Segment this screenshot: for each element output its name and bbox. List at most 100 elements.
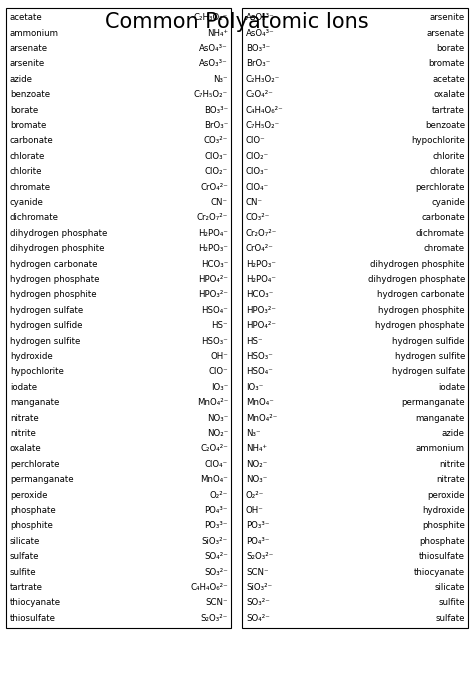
Text: oxalate: oxalate (433, 90, 465, 99)
Text: C₂O₄²⁻: C₂O₄²⁻ (200, 445, 228, 453)
Text: azide: azide (442, 429, 465, 438)
Text: hydrogen sulfate: hydrogen sulfate (392, 367, 465, 376)
Text: MnO₄⁻: MnO₄⁻ (246, 398, 274, 407)
Text: N₃⁻: N₃⁻ (246, 429, 261, 438)
Text: C₄H₄O₆²⁻: C₄H₄O₆²⁻ (246, 105, 283, 115)
Text: peroxide: peroxide (10, 490, 47, 499)
Text: thiosulfate: thiosulfate (419, 552, 465, 561)
Text: ClO₂⁻: ClO₂⁻ (246, 152, 269, 161)
Text: ClO⁻: ClO⁻ (246, 136, 265, 146)
Text: carbonate: carbonate (421, 213, 465, 222)
Text: BrO₃⁻: BrO₃⁻ (204, 121, 228, 130)
Text: C₇H₅O₂⁻: C₇H₅O₂⁻ (194, 90, 228, 99)
Text: hypochlorite: hypochlorite (411, 136, 465, 146)
Text: acetate: acetate (432, 75, 465, 84)
Text: perchlorate: perchlorate (416, 183, 465, 192)
Text: CrO₄²⁻: CrO₄²⁻ (246, 244, 274, 253)
Text: dihydrogen phosphate: dihydrogen phosphate (368, 275, 465, 284)
Text: benzoate: benzoate (10, 90, 50, 99)
Text: dihydrogen phosphate: dihydrogen phosphate (10, 229, 108, 238)
Text: chromate: chromate (10, 183, 51, 192)
Text: phosphite: phosphite (10, 521, 53, 530)
Text: O₂²⁻: O₂²⁻ (210, 490, 228, 499)
Text: nitrite: nitrite (439, 460, 465, 469)
Text: NH₄⁺: NH₄⁺ (246, 445, 267, 453)
Text: C₇H₅O₂⁻: C₇H₅O₂⁻ (246, 121, 280, 130)
Text: silicate: silicate (10, 537, 40, 546)
Text: PO₄³⁻: PO₄³⁻ (205, 506, 228, 515)
Text: Cr₂O₇²⁻: Cr₂O₇²⁻ (197, 213, 228, 222)
Bar (6, 8, 231, 628)
Text: BrO₃⁻: BrO₃⁻ (246, 60, 270, 68)
Text: HPO₃²⁻: HPO₃²⁻ (198, 291, 228, 300)
Text: permanganate: permanganate (401, 398, 465, 407)
Text: permanganate: permanganate (10, 475, 73, 484)
Text: hydrogen carbonate: hydrogen carbonate (10, 260, 98, 269)
Text: OH⁻: OH⁻ (246, 506, 264, 515)
Text: hydrogen phosphite: hydrogen phosphite (10, 291, 97, 300)
Text: C₄H₄O₆²⁻: C₄H₄O₆²⁻ (191, 583, 228, 592)
Text: nitrate: nitrate (10, 414, 39, 423)
Text: C₂H₃O₂⁻: C₂H₃O₂⁻ (194, 13, 228, 22)
Text: phosphate: phosphate (419, 537, 465, 546)
Text: NO₃⁻: NO₃⁻ (246, 475, 267, 484)
Text: AsO₄³⁻: AsO₄³⁻ (200, 44, 228, 53)
Text: carbonate: carbonate (10, 136, 54, 146)
Text: HS⁻: HS⁻ (246, 337, 263, 345)
Text: iodate: iodate (10, 383, 37, 392)
Text: HSO₄⁻: HSO₄⁻ (246, 367, 273, 376)
Text: hydrogen phosphate: hydrogen phosphate (375, 321, 465, 330)
Text: arsenite: arsenite (430, 13, 465, 22)
Bar (242, 8, 468, 628)
Text: sulfite: sulfite (10, 568, 36, 577)
Text: ClO₃⁻: ClO₃⁻ (205, 152, 228, 161)
Text: H₂PO₃⁻: H₂PO₃⁻ (198, 244, 228, 253)
Text: manganate: manganate (416, 414, 465, 423)
Text: dihydrogen phosphite: dihydrogen phosphite (371, 260, 465, 269)
Text: SO₄²⁻: SO₄²⁻ (204, 552, 228, 561)
Text: bromate: bromate (428, 60, 465, 68)
Text: hydrogen phosphite: hydrogen phosphite (378, 306, 465, 315)
Text: HPO₄²⁻: HPO₄²⁻ (198, 275, 228, 284)
Text: ClO₃⁻: ClO₃⁻ (246, 167, 269, 176)
Text: IO₃⁻: IO₃⁻ (246, 383, 263, 392)
Text: manganate: manganate (10, 398, 59, 407)
Text: chlorite: chlorite (10, 167, 43, 176)
Text: Common Polyatomic Ions: Common Polyatomic Ions (105, 12, 369, 32)
Text: borate: borate (10, 105, 38, 115)
Text: CO₃²⁻: CO₃²⁻ (204, 136, 228, 146)
Text: PO₃³⁻: PO₃³⁻ (246, 521, 269, 530)
Text: silicate: silicate (435, 583, 465, 592)
Text: arsenite: arsenite (10, 60, 45, 68)
Text: OH⁻: OH⁻ (210, 352, 228, 361)
Text: HCO₃⁻: HCO₃⁻ (201, 260, 228, 269)
Text: acetate: acetate (10, 13, 43, 22)
Text: H₂PO₄⁻: H₂PO₄⁻ (246, 275, 276, 284)
Text: nitrate: nitrate (436, 475, 465, 484)
Text: NH₄⁺: NH₄⁺ (207, 29, 228, 38)
Text: ClO⁻: ClO⁻ (209, 367, 228, 376)
Text: AsO₄³⁻: AsO₄³⁻ (246, 29, 274, 38)
Text: SCN⁻: SCN⁻ (206, 598, 228, 607)
Text: HCO₃⁻: HCO₃⁻ (246, 291, 273, 300)
Text: hydrogen carbonate: hydrogen carbonate (377, 291, 465, 300)
Text: SO₃²⁻: SO₃²⁻ (204, 568, 228, 577)
Text: CN⁻: CN⁻ (246, 198, 263, 207)
Text: thiocyanate: thiocyanate (10, 598, 61, 607)
Text: hydroxide: hydroxide (422, 506, 465, 515)
Text: phosphate: phosphate (10, 506, 56, 515)
Text: chlorate: chlorate (10, 152, 46, 161)
Text: bromate: bromate (10, 121, 46, 130)
Text: thiocyanate: thiocyanate (414, 568, 465, 577)
Text: SiO₃²⁻: SiO₃²⁻ (202, 537, 228, 546)
Text: PO₄³⁻: PO₄³⁻ (246, 537, 269, 546)
Text: hydroxide: hydroxide (10, 352, 53, 361)
Text: hydrogen sulfate: hydrogen sulfate (10, 306, 83, 315)
Text: dichromate: dichromate (416, 229, 465, 238)
Text: MnO₄²⁻: MnO₄²⁻ (197, 398, 228, 407)
Text: dichromate: dichromate (10, 213, 59, 222)
Text: NO₂⁻: NO₂⁻ (207, 429, 228, 438)
Text: tartrate: tartrate (432, 105, 465, 115)
Text: BO₃³⁻: BO₃³⁻ (246, 44, 270, 53)
Text: benzoate: benzoate (425, 121, 465, 130)
